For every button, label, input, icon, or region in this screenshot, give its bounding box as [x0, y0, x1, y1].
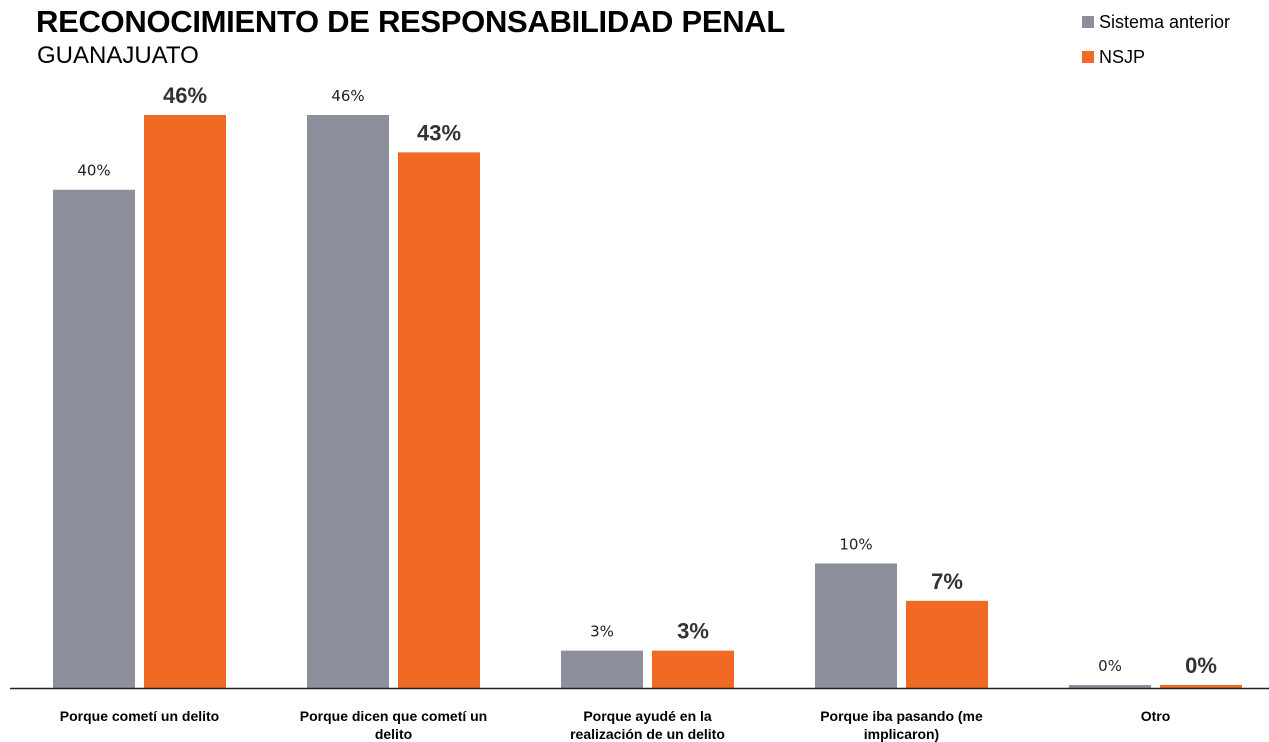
bar-sistema-anterior-0 [53, 189, 135, 688]
category-label-2-line-0: Porque ayudé en la [583, 708, 712, 724]
legend-item-nsjp: NSJP [1082, 45, 1230, 69]
bar-nsjp-1 [398, 152, 480, 688]
category-label-3-line-0: Porque iba pasando (me [820, 708, 983, 724]
value-label-sistema-anterior-4: 0% [1098, 657, 1122, 675]
category-label-4-line-0: Otro [1141, 708, 1171, 724]
legend-swatch-sistema-anterior [1082, 16, 1094, 28]
legend-label-nsjp: NSJP [1099, 46, 1146, 67]
legend-swatch-nsjp [1082, 51, 1094, 63]
bar-nsjp-2 [652, 650, 734, 688]
value-label-nsjp-3: 7% [931, 569, 963, 594]
value-label-sistema-anterior-2: 3% [590, 623, 614, 641]
bar-nsjp-0 [144, 115, 226, 688]
category-label-3-line-1: implicaron) [864, 726, 939, 742]
bar-nsjp-3 [906, 600, 988, 688]
bar-sistema-anterior-3 [815, 563, 897, 688]
value-label-sistema-anterior-1: 46% [331, 87, 364, 105]
category-label-2-line-1: realización de un delito [570, 726, 725, 742]
bar-sistema-anterior-1 [307, 115, 389, 688]
chart-subtitle: GUANAJUATO [37, 42, 199, 69]
bar-sistema-anterior-4 [1069, 685, 1151, 688]
category-label-0-line-0: Porque cometí un delito [60, 708, 219, 724]
value-label-nsjp-0: 46% [163, 83, 207, 108]
bar-sistema-anterior-2 [561, 650, 643, 688]
chart-title: RECONOCIMIENTO DE RESPONSABILIDAD PENAL [36, 4, 786, 39]
value-label-sistema-anterior-3: 10% [839, 535, 872, 553]
value-label-nsjp-1: 43% [417, 120, 461, 145]
value-label-nsjp-4: 0% [1185, 653, 1217, 678]
value-label-nsjp-2: 3% [677, 619, 709, 644]
category-label-1-line-1: delito [375, 726, 412, 742]
legend: Sistema anterior NSJP [1082, 10, 1230, 80]
category-label-1-line-0: Porque dicen que cometí un [300, 708, 487, 724]
legend-label-sistema-anterior: Sistema anterior [1099, 11, 1231, 32]
value-label-sistema-anterior-0: 40% [77, 162, 110, 180]
bar-nsjp-4 [1160, 685, 1242, 688]
legend-item-sistema-anterior: Sistema anterior [1082, 10, 1230, 34]
